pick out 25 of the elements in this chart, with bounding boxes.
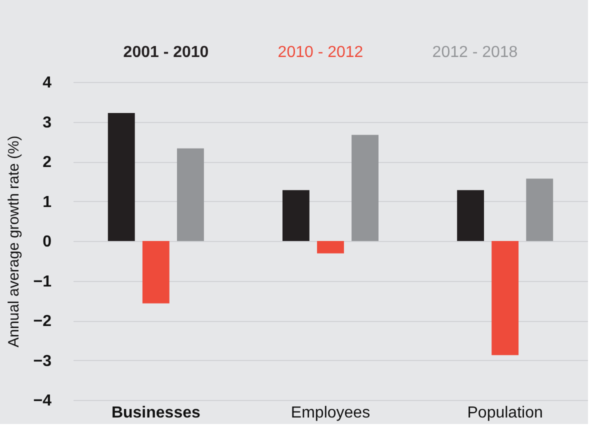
bar bbox=[108, 113, 135, 241]
y-tick-label: 0 bbox=[42, 234, 52, 250]
bar bbox=[457, 190, 484, 241]
y-tick-label: 2 bbox=[42, 154, 52, 171]
y-tick-label: 1 bbox=[42, 194, 52, 211]
x-tick-label: Population bbox=[467, 404, 543, 422]
text: 2010 - 2012 bbox=[278, 44, 364, 61]
y-tick-label: −2 bbox=[33, 313, 52, 330]
text: 2012 - 2018 bbox=[432, 44, 518, 61]
x-tick-label: Businesses bbox=[111, 404, 200, 422]
y-tick-label: −4 bbox=[33, 392, 52, 410]
y-tick-label: −3 bbox=[33, 352, 52, 370]
y-axis-title: Annual average growth rate (%) bbox=[5, 136, 22, 348]
y-tick-label: −1 bbox=[33, 273, 52, 290]
bar bbox=[317, 241, 344, 254]
bar bbox=[492, 241, 519, 356]
x-tick-label: Employees bbox=[290, 404, 370, 422]
bar bbox=[282, 190, 310, 241]
bar bbox=[176, 148, 204, 241]
y-tick-label: 3 bbox=[42, 114, 52, 132]
text: 2001 - 2010 bbox=[123, 44, 209, 61]
y-tick-label: 4 bbox=[42, 74, 52, 92]
bar bbox=[142, 241, 170, 304]
bar bbox=[352, 134, 379, 241]
bar bbox=[526, 178, 554, 241]
